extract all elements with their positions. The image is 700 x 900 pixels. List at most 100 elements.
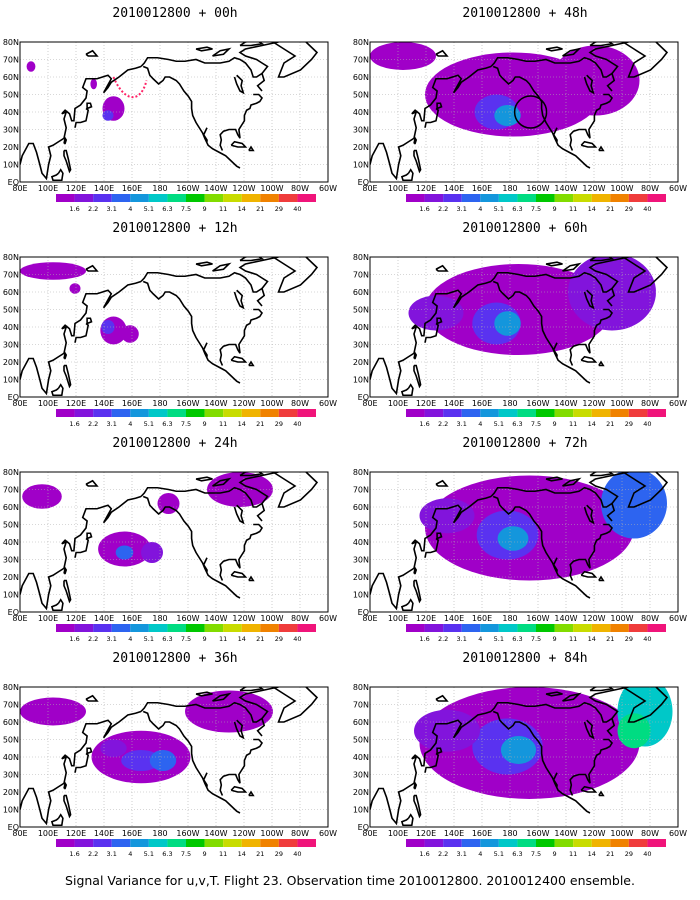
coastline bbox=[589, 42, 615, 47]
coastline bbox=[370, 280, 492, 396]
colorbar-label: 3.1 bbox=[107, 420, 117, 428]
colorbar-label: 2.2 bbox=[88, 635, 98, 643]
colorbar-label: 9 bbox=[553, 850, 557, 858]
panel-title: 2010012800 + 60h bbox=[462, 221, 588, 236]
colorbar: 1.6 2.2 3.1 4 5.1 6.3 7.5 9 11 14 21 29 40 bbox=[56, 194, 316, 213]
lon-tick-label: 60W bbox=[319, 399, 337, 408]
colorbar-label: 11 bbox=[569, 850, 577, 858]
lat-tick-label: 70N bbox=[353, 701, 369, 710]
colorbar-label: 14 bbox=[238, 635, 246, 643]
coastline bbox=[400, 383, 414, 397]
lat-tick-label: 10N bbox=[3, 806, 19, 815]
lat-tick-label: 70N bbox=[353, 56, 369, 65]
coastline bbox=[588, 472, 629, 504]
observation-circle bbox=[513, 95, 548, 129]
coastline bbox=[580, 140, 598, 148]
lon-tick-label: 80E bbox=[362, 184, 377, 193]
coastline bbox=[230, 140, 248, 148]
map-plot: 80E 100E 120E 140E 160E 180 160W 140W 120W 100W 80… bbox=[3, 38, 337, 193]
lon-tick-label: 80W bbox=[641, 614, 659, 623]
colorbar-swatch bbox=[480, 409, 499, 417]
lon-tick-label: 160E bbox=[472, 614, 492, 623]
coastline bbox=[85, 264, 99, 272]
colorbar-label: 6.3 bbox=[512, 635, 522, 643]
coastline bbox=[490, 486, 616, 522]
colorbar-label: 5.1 bbox=[494, 635, 504, 643]
variance-contour bbox=[185, 690, 273, 733]
coastline bbox=[74, 107, 90, 128]
lat-tick-label: 50N bbox=[3, 521, 19, 530]
variance-contour bbox=[69, 283, 81, 294]
coastline bbox=[490, 701, 616, 737]
colorbar-swatch bbox=[591, 409, 611, 417]
lat-tick-label: 10N bbox=[3, 161, 19, 170]
field-layer bbox=[370, 472, 678, 612]
lon-tick-label: 140W bbox=[204, 399, 227, 408]
colorbar-label: 29 bbox=[625, 420, 633, 428]
lat-tick-label: 20N bbox=[3, 358, 19, 367]
colorbar-swatch bbox=[573, 624, 592, 632]
lat-tick-label: 60N bbox=[353, 718, 369, 727]
colorbar-label: 11 bbox=[569, 420, 577, 428]
coastline bbox=[74, 537, 90, 558]
lon-tick-label: 120W bbox=[582, 829, 605, 838]
coastline bbox=[413, 794, 422, 819]
colorbar-label: 4 bbox=[478, 420, 482, 428]
colorbar-swatch bbox=[130, 839, 149, 847]
lon-tick-label: 160E bbox=[122, 184, 142, 193]
lat-tick-label: 40N bbox=[353, 323, 369, 332]
coastline bbox=[545, 691, 563, 697]
coastline bbox=[248, 575, 255, 582]
lon-tick-label: 80E bbox=[362, 614, 377, 623]
variance-contour bbox=[494, 311, 521, 336]
coastline bbox=[588, 687, 629, 719]
variance-contour bbox=[414, 709, 480, 752]
coastline bbox=[63, 794, 72, 819]
coastline bbox=[195, 261, 213, 267]
lon-tick-label: 80W bbox=[641, 399, 659, 408]
lat-tick-label: 80N bbox=[3, 38, 19, 47]
colorbar-swatch bbox=[74, 194, 94, 202]
lon-tick-label: 160W bbox=[176, 614, 199, 623]
coastline bbox=[202, 342, 208, 357]
colorbar-label: 1.6 bbox=[419, 205, 429, 213]
coastline bbox=[589, 257, 615, 262]
colorbar-label: 7.5 bbox=[531, 420, 541, 428]
lat-tick-label: 40N bbox=[3, 323, 19, 332]
coastline bbox=[233, 289, 245, 310]
colorbar-swatch bbox=[297, 839, 316, 847]
coastline bbox=[588, 42, 629, 74]
colorbar-swatch bbox=[461, 194, 481, 202]
lon-tick-label: 180 bbox=[152, 184, 167, 193]
coastline bbox=[562, 477, 582, 487]
colorbar-swatch bbox=[591, 839, 611, 847]
lon-tick-label: 160W bbox=[176, 399, 199, 408]
colorbar-label: 6.3 bbox=[162, 635, 172, 643]
colorbar-swatch bbox=[130, 409, 149, 417]
variance-contour bbox=[20, 697, 86, 726]
coastline bbox=[142, 280, 241, 384]
lat-tick-label: 20N bbox=[3, 143, 19, 152]
map-plot: 80E 100E 120E 140E 160E 180 160W 140W 120W 100W 80… bbox=[353, 38, 687, 193]
colorbar-label: 14 bbox=[588, 420, 596, 428]
colorbar-label: 2.2 bbox=[438, 850, 448, 858]
coastline bbox=[435, 49, 449, 57]
lon-tick-label: 100W bbox=[610, 399, 633, 408]
lat-tick-label: 70N bbox=[3, 701, 19, 710]
variance-contour bbox=[500, 736, 537, 764]
map-panel: 2010012800 + 36h 80E 100E 120E 140E 160E 180 16… bbox=[0, 645, 350, 870]
colorbar-label: 21 bbox=[256, 635, 264, 643]
lon-tick-label: 100E bbox=[38, 184, 58, 193]
colorbar-label: 21 bbox=[606, 205, 614, 213]
lat-tick-label: 60N bbox=[3, 503, 19, 512]
colorbar-swatch bbox=[461, 624, 481, 632]
lon-tick-label: 160E bbox=[122, 399, 142, 408]
coastline bbox=[400, 168, 414, 182]
lat-tick-label: 60N bbox=[353, 503, 369, 512]
coastline bbox=[238, 42, 279, 74]
colorbar-swatch bbox=[517, 624, 536, 632]
coastline bbox=[413, 579, 422, 604]
colorbar-swatch bbox=[498, 839, 518, 847]
lat-tick-label: 60N bbox=[353, 288, 369, 297]
coastline bbox=[195, 46, 213, 52]
